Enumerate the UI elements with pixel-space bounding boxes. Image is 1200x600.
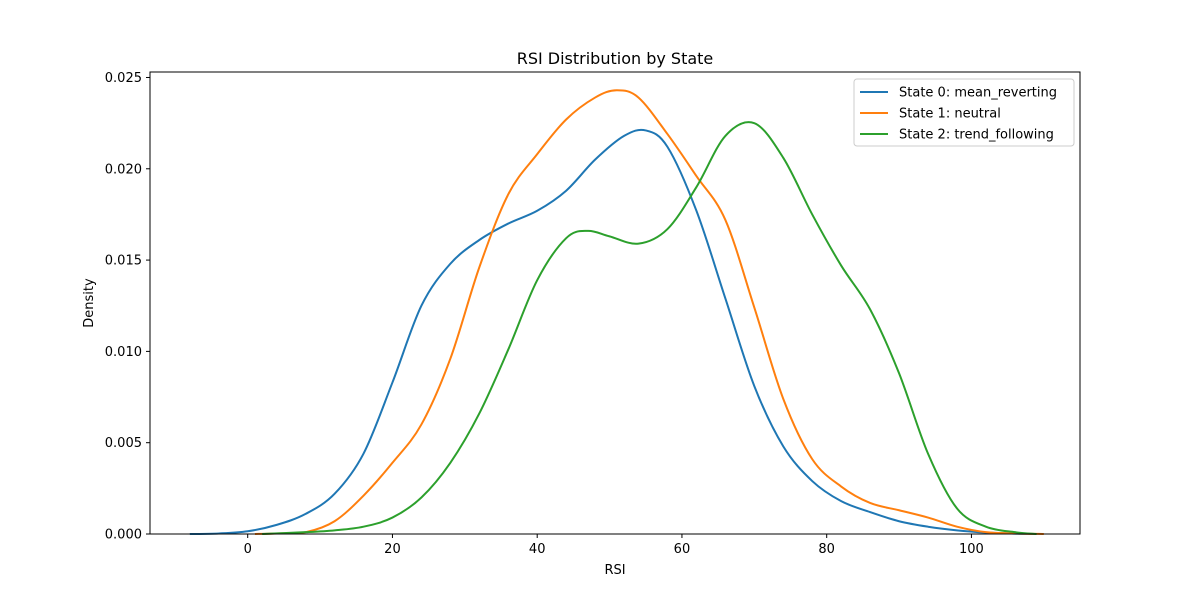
plot-frame [149, 71, 1081, 535]
x-tick-label: 20 [384, 542, 401, 557]
legend-label: State 2: trend_following [899, 128, 1054, 143]
y-tick-label: 0.005 [105, 436, 142, 451]
x-tick-label: 60 [674, 542, 691, 557]
legend-label: State 1: neutral [899, 107, 1001, 122]
y-tick-label: 0.010 [105, 345, 142, 360]
x-tick-label: 100 [959, 542, 984, 557]
y-axis-ticks: 0.000 0.005 0.010 0.015 0.020 0.025 [105, 71, 150, 543]
legend-box [853, 78, 1075, 147]
legend-items: State 0: mean_reverting State 1: neutral S… [860, 86, 1057, 143]
y-tick-label: 0.000 [105, 528, 142, 543]
x-tick-label: 40 [529, 542, 546, 557]
series-line-1 [254, 89, 1044, 535]
legend: State 0: mean_reverting State 1: neutral S… [853, 78, 1075, 147]
x-tick-label: 0 [244, 542, 252, 557]
y-tick-label: 0.025 [105, 71, 142, 86]
x-axis-label: RSI [604, 563, 625, 578]
plot-area: 0 20 40 60 80 100 0.0000.0050.0100.0150.0200.… [105, 71, 1081, 557]
legend-label: State 0: mean_reverting [899, 86, 1057, 101]
x-axis-ticks: 0 20 40 60 80 100 [244, 534, 984, 557]
series-layer [189, 89, 1044, 535]
series-line-0 [189, 128, 1037, 535]
x-tick-label: 80 [818, 542, 835, 557]
series-line-2 [262, 121, 1037, 535]
y-tick-label: 0.015 [105, 254, 142, 269]
chart-title: RSI Distribution by State [517, 49, 714, 68]
y-tick-label: 0.020 [105, 162, 142, 177]
y-axis-label: Density [82, 278, 97, 328]
